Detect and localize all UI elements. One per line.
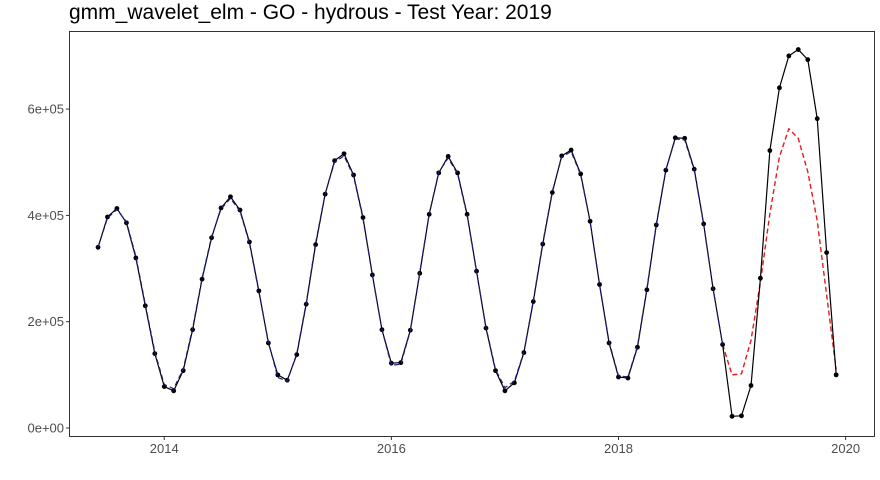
actual-data-point <box>294 352 300 358</box>
actual-data-point <box>247 239 252 245</box>
actual-data-point <box>559 153 565 159</box>
actual-data-point <box>445 153 451 159</box>
actual-data-point <box>105 214 110 220</box>
actual-data-point <box>341 151 347 157</box>
actual-data-point <box>360 215 366 220</box>
actual-data-point <box>502 388 508 394</box>
x-axis: 2014 2016 2018 2020 <box>150 436 860 456</box>
actual-data-point <box>313 242 319 248</box>
y-axis: 0e+00 2e+05 4e+05 6e+05 <box>27 102 70 436</box>
plot-panel-border <box>69 31 875 437</box>
actual-data-point <box>171 388 177 394</box>
fitted-series-line <box>97 138 724 390</box>
y-tick-label: 0e+00 <box>27 421 64 436</box>
actual-data-point <box>644 287 650 293</box>
actual-data-point <box>739 413 744 419</box>
series-layer <box>95 47 839 419</box>
y-tick-label: 4e+05 <box>27 208 64 223</box>
actual-data-point <box>663 167 669 173</box>
actual-data-point <box>729 413 735 419</box>
actual-data-point <box>587 218 593 224</box>
actual-data-point <box>464 211 470 217</box>
actual-data-point <box>549 190 555 195</box>
chart-title: gmm_wavelet_elm - GO - hydrous - Test Ye… <box>69 1 552 24</box>
y-tick-label: 6e+05 <box>27 102 64 117</box>
actual-data-point <box>530 299 536 304</box>
actual-data-point <box>824 250 830 256</box>
actual-data-point <box>114 206 120 211</box>
actual-data-point <box>597 282 602 287</box>
actual-data-point <box>777 85 782 91</box>
x-tick-label: 2016 <box>377 441 406 456</box>
actual-data-point <box>426 211 432 217</box>
actual-data-point <box>767 148 773 153</box>
y-tick-label: 2e+05 <box>27 314 64 329</box>
actual-data-point <box>568 147 574 153</box>
x-tick-label: 2014 <box>150 441 179 456</box>
actual-data-point <box>805 57 811 63</box>
actual-data-point <box>228 194 233 200</box>
actual-data-point <box>833 372 839 378</box>
actual-data-point <box>814 116 820 122</box>
actual-data-point <box>795 47 801 52</box>
actual-data-point <box>256 288 262 294</box>
forecast-series-line <box>721 128 837 376</box>
actual-data-point <box>199 276 205 282</box>
x-tick-label: 2018 <box>604 441 633 456</box>
actual-data-point <box>786 53 792 59</box>
x-tick-label: 2020 <box>831 441 860 456</box>
actual-data-point <box>758 275 763 281</box>
actual-data-point <box>748 383 754 388</box>
actual-data-point <box>218 205 224 211</box>
actual-data-point <box>180 368 186 374</box>
